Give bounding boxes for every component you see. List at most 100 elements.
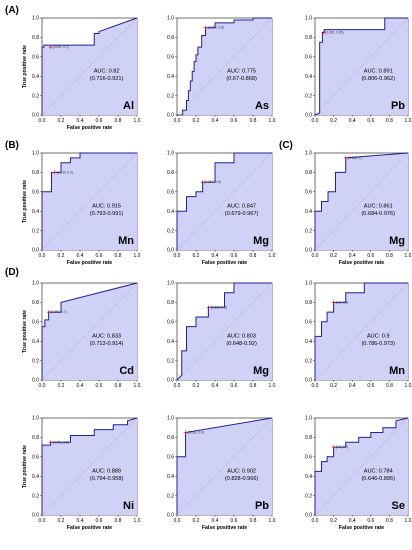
roc-chart-12-se: 0.00.0 0.2 0.2 0.4 0.4 0.6 0.6 0.8 0.8 1.0 1.0 Fals… [305,416,412,531]
roc-chart-7-cd: 0.00.0 0.2 0.2 0.4 0.4 0.6 0.6 0.8 0.8 1.0 1.0 True… [22,281,141,389]
x-tick-label: 0.8 [386,253,393,259]
x-tick-label: 1.0 [134,518,141,524]
x-tick-label: 0.0 [174,118,181,124]
y-tick-label: 0.6 [167,320,174,326]
x-tick-label: 0.4 [77,518,84,524]
element-label: Ni [123,500,134,512]
x-tick-label: 0.8 [386,383,393,389]
x-tick-label: 0.6 [367,253,374,259]
y-tick-label: 1.0 [305,151,312,157]
x-axis-label: False positive rate [67,525,112,531]
auc-label: AUC: 0.775 [227,68,256,74]
x-axis-label: False positive rate [202,525,247,531]
y-tick-label: 0.0 [167,248,174,254]
x-tick-label: 0.8 [115,383,122,389]
chance-diagonal [314,17,409,116]
element-label: Mg [253,365,269,377]
x-tick-label: 0.2 [58,383,65,389]
y-tick-label: 0.8 [32,35,39,41]
roc-curve [41,17,138,115]
cutoff-label: (0.091, 0.85) [325,31,343,35]
y-tick-label: 1.0 [167,416,174,422]
cutoff-label: (0.333, 0.8) [211,305,227,309]
x-axis-label: False positive rate [339,525,384,531]
y-tick-label: 0.0 [305,513,312,519]
x-tick-label: 0.4 [349,253,356,259]
element-label: Cd [119,365,134,377]
y-tick-label: 1.0 [32,151,39,157]
x-tick-label: 0.0 [312,118,319,124]
x-tick-label: 0.2 [58,518,65,524]
y-tick-label: 1.0 [167,151,174,157]
y-tick-label: 0.2 [32,228,39,234]
y-tick-label: 0.0 [305,248,312,254]
x-axis-label: False positive rate [67,260,112,266]
auc-label: AUC: 0.915 [92,203,121,209]
y-tick-label: 0.0 [167,378,174,384]
y-tick-label: 1.0 [32,16,39,22]
roc-curve [176,152,272,250]
y-tick-label: 0.2 [167,493,174,499]
element-label: Pb [391,100,405,112]
x-tick-label: 1.0 [269,118,276,124]
roc-curve [177,17,272,116]
y-tick-label: 0.4 [305,474,312,480]
x-tick-label: 1.0 [405,518,412,524]
cutoff-label: (0.267, 0.8) [204,180,220,184]
y-tick-label: 0.8 [32,435,39,441]
panel-label-c: (C) [279,140,293,151]
roc-chart-8-mg: 0.00.0 0.2 0.2 0.4 0.4 0.6 0.6 0.8 0.8 1.0 1.0 (0.3… [167,281,276,389]
x-tick-label: 1.0 [134,118,141,124]
panel-label-d: (D) [5,267,19,278]
auc-label: AUC: 0.9 [367,333,390,339]
y-tick-label: 0.2 [167,93,174,99]
y-tick-label: 0.6 [305,320,312,326]
y-tick-label: 0.8 [167,170,174,176]
x-tick-label: 0.0 [174,253,181,259]
x-tick-label: 0.4 [212,253,219,259]
y-tick-label: 0.6 [167,455,174,461]
y-tick-label: 0.6 [32,320,39,326]
x-tick-label: 1.0 [134,253,141,259]
y-tick-label: 0.2 [32,493,39,499]
auc-ci-label: (0.806-0.962) [361,76,395,82]
chance-diagonal [314,417,409,516]
x-tick-label: 0.2 [58,118,65,124]
y-tick-label: 0.6 [305,455,312,461]
x-tick-label: 0.6 [231,253,238,259]
auc-label: AUC: 0.861 [364,203,393,209]
roc-curve [41,417,138,515]
auc-label: AUC: 0.784 [364,468,393,474]
x-axis-label: False positive rate [67,125,112,131]
auc-ci-label: (0.679-0.967) [225,211,259,217]
x-tick-label: 0.2 [193,253,200,259]
y-tick-label: 0.6 [32,455,39,461]
x-tick-label: 0.6 [231,118,238,124]
roc-curve [41,282,138,380]
y-tick-label: 0.8 [167,300,174,306]
x-tick-label: 0.8 [115,253,122,259]
y-tick-label: 0.2 [305,93,312,99]
element-label: Pb [255,500,269,512]
y-tick-label: 1.0 [32,281,39,287]
roc-chart-9-mn: 0.00.0 0.2 0.2 0.4 0.4 0.6 0.6 0.8 0.8 1.0 1.0 (0.2… [305,281,412,389]
y-tick-label: 0.0 [32,513,39,519]
element-label: Mg [253,235,269,247]
y-tick-label: 0.0 [32,378,39,384]
x-tick-label: 0.4 [77,383,84,389]
y-tick-label: 0.8 [167,35,174,41]
cutoff-label: (0.133, 0.9) [57,170,73,174]
x-tick-label: 0.6 [367,518,374,524]
panel-label-a: (A) [5,5,19,16]
y-tick-label: 0.2 [167,358,174,364]
x-tick-label: 0.6 [367,118,374,124]
x-tick-label: 0.0 [174,518,181,524]
roc-curve [176,282,272,381]
x-tick-label: 0.4 [349,118,356,124]
y-tick-label: 0.6 [32,55,39,61]
roc-curve [314,152,409,250]
x-tick-label: 0.0 [39,253,46,259]
x-tick-label: 0.2 [193,118,200,124]
y-tick-label: 0.2 [305,493,312,499]
x-tick-label: 0.0 [174,383,181,389]
